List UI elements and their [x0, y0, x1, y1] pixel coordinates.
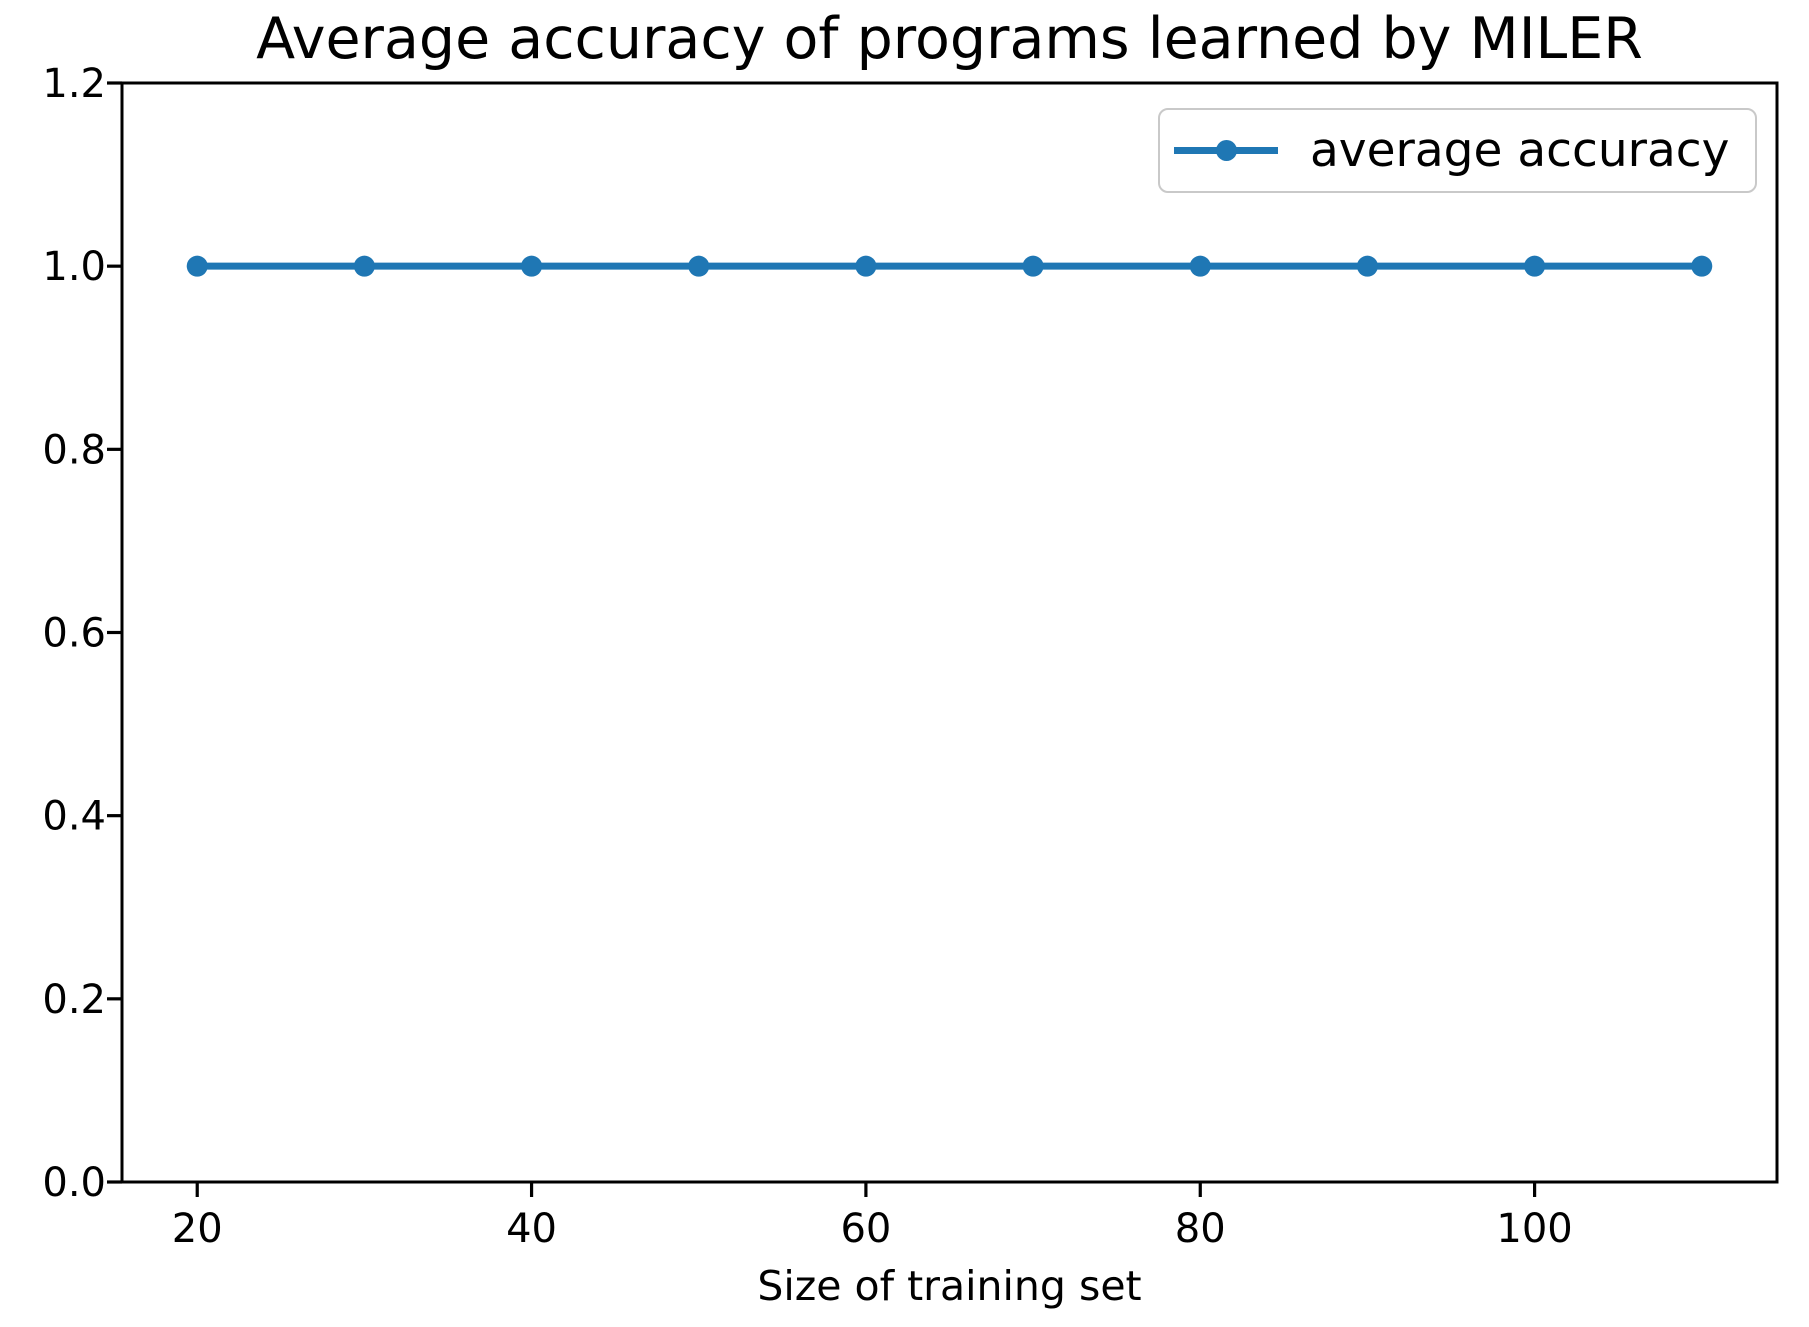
data-point-marker — [1691, 255, 1713, 277]
data-point-marker — [855, 255, 877, 277]
legend-label: average accuracy — [1310, 123, 1730, 178]
y-tick-label: 0.8 — [42, 427, 106, 473]
data-point-marker — [186, 255, 208, 277]
data-point-marker — [688, 255, 710, 277]
x-tick-label: 40 — [506, 1206, 557, 1252]
data-point-marker — [1189, 255, 1211, 277]
chart-title: Average accuracy of programs learned by … — [256, 6, 1643, 72]
data-point-marker — [1524, 255, 1546, 277]
x-tick-label: 100 — [1496, 1206, 1572, 1252]
data-point-marker — [353, 255, 375, 277]
data-point-marker — [521, 255, 543, 277]
x-axis-label: Size of training set — [757, 1262, 1142, 1310]
y-tick-label: 0.6 — [42, 611, 106, 657]
y-tick-label: 0.4 — [42, 794, 106, 840]
x-tick-label: 20 — [172, 1206, 223, 1252]
y-tick-label: 1.0 — [42, 244, 106, 290]
data-point-marker — [1022, 255, 1044, 277]
x-tick-label: 80 — [1175, 1206, 1226, 1252]
legend-box: average accuracy — [1158, 108, 1757, 193]
legend-marker-dot-icon — [1215, 140, 1237, 161]
axes-spines — [120, 81, 1779, 1184]
y-tick-label: 1.2 — [42, 61, 106, 107]
x-tick-label: 60 — [840, 1206, 891, 1252]
legend-line-marker-icon — [1174, 139, 1278, 163]
y-tick-label: 0.2 — [42, 977, 106, 1023]
y-tick-label: 0.0 — [42, 1160, 106, 1206]
data-point-marker — [1356, 255, 1378, 277]
